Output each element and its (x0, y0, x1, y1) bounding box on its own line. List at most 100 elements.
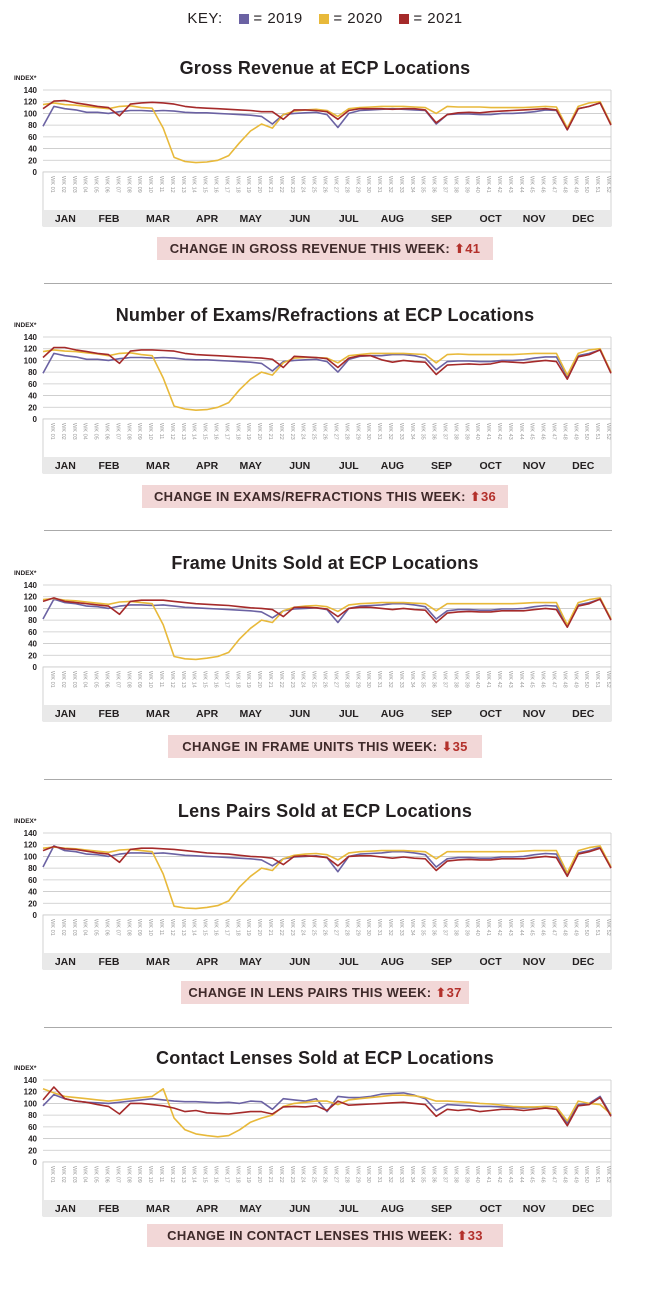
x-tick-label: WK 04 (82, 176, 88, 193)
x-tick-label: WK 52 (605, 671, 611, 688)
x-tick-label: WK 19 (245, 176, 251, 193)
month-label: JUN (289, 460, 310, 472)
x-tick-label: WK 21 (267, 176, 273, 193)
x-tick-label: WK 18 (234, 423, 240, 440)
x-tick-label: WK 21 (267, 423, 273, 440)
x-tick-label: WK 36 (431, 919, 437, 936)
x-tick-label: WK 19 (245, 423, 251, 440)
x-tick-label: WK 01 (49, 176, 55, 193)
x-tick-label: WK 32 (387, 671, 393, 688)
x-tick-label: WK 29 (354, 423, 360, 440)
x-tick-label: WK 33 (398, 671, 404, 688)
change-box-contact-lenses: CHANGE IN CONTACT LENSES THIS WEEK: ⬆33 (147, 1224, 503, 1247)
month-label: JUL (339, 956, 359, 968)
divider (44, 1027, 612, 1028)
series-line-2021 (42, 99, 612, 131)
x-tick-label: WK 33 (398, 919, 404, 936)
change-box-frames: CHANGE IN FRAME UNITS THIS WEEK: ⬇35 (168, 735, 482, 758)
x-tick-label: WK 29 (354, 919, 360, 936)
x-tick-label: WK 45 (529, 919, 535, 936)
x-tick-label: WK 41 (485, 1166, 491, 1183)
x-tick-label: WK 36 (431, 176, 437, 193)
change-value: ⬆36 (469, 489, 497, 504)
x-tick-label: WK 16 (213, 1166, 219, 1183)
x-tick-label: WK 27 (332, 1166, 338, 1183)
y-tick-label: 80 (28, 121, 37, 130)
x-tick-label: WK 15 (202, 1166, 208, 1183)
y-axis-label: INDEX* (14, 322, 37, 329)
x-tick-label: WK 38 (452, 919, 458, 936)
x-tick-label: WK 09 (136, 919, 142, 936)
x-tick-label: WK 17 (223, 919, 229, 936)
month-label: DEC (572, 956, 595, 968)
month-label: SEP (431, 1203, 452, 1215)
month-label: MAY (239, 213, 261, 225)
x-tick-label: WK 46 (540, 1166, 546, 1183)
x-tick-label: WK 36 (431, 1166, 437, 1183)
month-label: MAY (239, 708, 261, 720)
x-tick-label: WK 04 (82, 423, 88, 440)
change-box-lens-pairs: CHANGE IN LENS PAIRS THIS WEEK: ⬆37 (181, 981, 469, 1004)
change-box-gross-revenue: CHANGE IN GROSS REVENUE THIS WEEK: ⬆41 (157, 237, 493, 260)
x-tick-label: WK 40 (474, 1166, 480, 1183)
x-tick-label: WK 39 (463, 176, 469, 193)
chart-panel-exams: Number of Exams/Refractions at ECP Locat… (0, 305, 650, 550)
x-tick-label: WK 41 (485, 176, 491, 193)
x-tick-label: WK 47 (550, 919, 556, 936)
x-tick-label: WK 24 (300, 176, 306, 193)
x-tick-label: WK 31 (376, 1166, 382, 1183)
chart-title: Lens Pairs Sold at ECP Locations (177, 801, 473, 821)
x-tick-label: WK 33 (398, 1166, 404, 1183)
y-tick-label: 20 (28, 403, 37, 412)
x-tick-label: WK 10 (147, 919, 153, 936)
x-tick-label: WK 50 (583, 919, 589, 936)
x-tick-label: WK 30 (365, 1166, 371, 1183)
x-tick-label: WK 42 (496, 423, 502, 440)
series-line-2021 (42, 346, 612, 380)
series-line-2021 (42, 845, 612, 878)
month-label: JUN (289, 708, 310, 720)
x-tick-label: WK 07 (114, 919, 120, 936)
month-label: JUL (339, 1203, 359, 1215)
chart-gross-revenue: INDEX* 0 20 40 60 80 100 120 140 WK 01 WK 02 WK 03 W… (14, 75, 612, 227)
x-tick-label: WK 08 (125, 919, 131, 936)
x-tick-label: WK 51 (594, 1166, 600, 1183)
legend-swatch-2021 (399, 14, 410, 24)
month-label: DEC (572, 460, 595, 472)
y-tick-label: 100 (24, 356, 38, 365)
x-tick-label: WK 46 (540, 919, 546, 936)
divider (44, 283, 612, 284)
x-tick-label: WK 15 (202, 671, 208, 688)
y-tick-label: 20 (28, 899, 37, 908)
x-tick-label: WK 28 (343, 671, 349, 688)
month-label: JAN (55, 708, 76, 720)
y-tick-label: 60 (28, 380, 37, 389)
x-tick-label: WK 47 (550, 423, 556, 440)
chart-contact-lenses: INDEX* 0 20 40 60 80 100 120 140 WK 01 WK 02 WK 03 W… (14, 1065, 612, 1217)
x-tick-label: WK 44 (518, 919, 524, 936)
month-label: MAY (239, 460, 261, 472)
change-value: ⬇35 (441, 739, 468, 754)
x-tick-label: WK 27 (332, 423, 338, 440)
x-tick-label: WK 13 (180, 423, 186, 440)
x-tick-label: WK 20 (256, 1166, 262, 1183)
y-tick-label: 120 (24, 98, 38, 107)
month-label: NOV (523, 213, 546, 225)
month-band (43, 953, 611, 969)
x-tick-label: WK 25 (311, 919, 317, 936)
x-tick-label: WK 21 (267, 1166, 273, 1183)
x-tick-label: WK 12 (169, 919, 175, 936)
x-tick-label: WK 21 (267, 671, 273, 688)
month-label: MAR (146, 460, 170, 472)
x-tick-label: WK 07 (114, 423, 120, 440)
x-tick-label: WK 21 (267, 919, 273, 936)
y-tick-label: 40 (28, 145, 37, 154)
x-tick-label: WK 42 (496, 176, 502, 193)
x-tick-label: WK 25 (311, 423, 317, 440)
month-label: JUN (289, 213, 310, 225)
month-label: JAN (55, 213, 76, 225)
x-tick-label: WK 38 (452, 423, 458, 440)
y-tick-label: 80 (28, 616, 37, 625)
x-tick-label: WK 38 (452, 1166, 458, 1183)
x-tick-label: WK 46 (540, 423, 546, 440)
